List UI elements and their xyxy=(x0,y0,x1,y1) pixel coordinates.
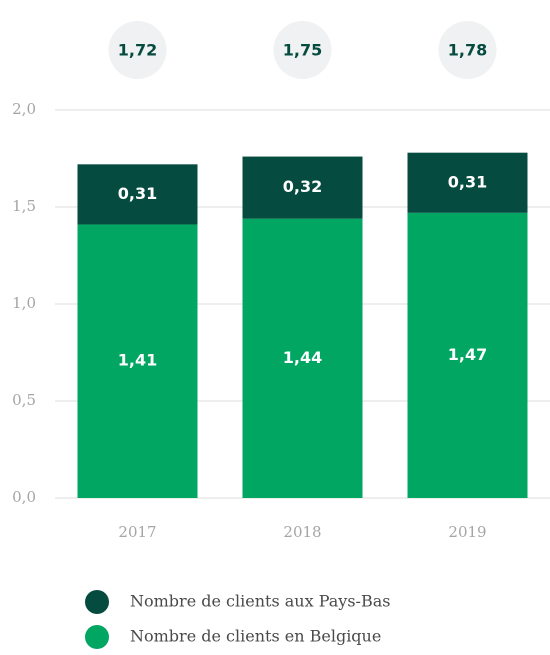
legend-swatch xyxy=(85,590,109,614)
data-label: 1,41 xyxy=(118,351,157,370)
total-label: 1,78 xyxy=(448,41,487,60)
data-label: 0,31 xyxy=(118,184,157,203)
x-tick-label: 2018 xyxy=(283,523,321,541)
legend-label: Nombre de clients en Belgique xyxy=(130,627,381,646)
bar-segment xyxy=(242,218,363,498)
total-label: 1,75 xyxy=(283,41,322,60)
total-badge xyxy=(273,21,332,79)
data-label: 0,32 xyxy=(283,177,322,196)
y-tick-label: 2,0 xyxy=(12,100,36,118)
data-label: 1,44 xyxy=(283,348,322,367)
x-tick-label: 2019 xyxy=(448,523,486,541)
bar-segment xyxy=(407,152,528,213)
total-badge xyxy=(438,21,497,79)
legend-label: Nombre de clients aux Pays-Bas xyxy=(130,592,390,611)
bar-segment xyxy=(242,156,363,219)
bar-segment xyxy=(407,212,528,498)
y-tick-label: 1,0 xyxy=(12,294,36,312)
bar-segment xyxy=(77,224,198,498)
total-label: 1,72 xyxy=(118,41,157,60)
bar-segment xyxy=(77,164,198,225)
data-label: 1,47 xyxy=(448,345,487,364)
data-label: 0,31 xyxy=(448,172,487,191)
y-tick-label: 0,5 xyxy=(12,391,36,409)
y-tick-label: 1,5 xyxy=(12,197,36,215)
x-tick-label: 2017 xyxy=(118,523,156,541)
total-badge xyxy=(108,21,167,79)
y-tick-label: 0,0 xyxy=(12,488,36,506)
legend-swatch xyxy=(85,625,109,649)
